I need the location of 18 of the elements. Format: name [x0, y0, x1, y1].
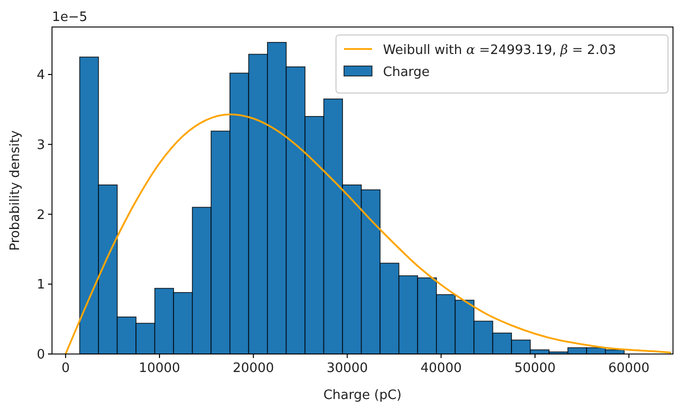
x-tick-label: 10000: [138, 361, 180, 376]
y-tick-label: 3: [36, 138, 45, 153]
x-tick-label: 50000: [514, 361, 556, 376]
x-tick-label: 20000: [232, 361, 274, 376]
x-axis-title: Charge (pC): [323, 388, 402, 403]
y-tick-label: 0: [36, 348, 45, 362]
y-tick-label: 2: [36, 208, 45, 223]
text: 1e−5: [52, 10, 88, 25]
line-series: [64, 113, 672, 354]
x-tick-label: 30000: [326, 361, 368, 376]
legend-label: Weibull with α =24993.19, β = 2.03: [383, 43, 616, 58]
legend-label: Charge: [383, 65, 430, 80]
x-tick-label: 60000: [608, 361, 650, 376]
y-axis-title: Probability density: [8, 130, 23, 251]
x-tick-label: 40000: [420, 361, 462, 376]
x-tick-label: 0: [61, 361, 70, 376]
y-tick-label: 4: [36, 68, 45, 84]
y-tick-label: 1: [36, 278, 45, 293]
